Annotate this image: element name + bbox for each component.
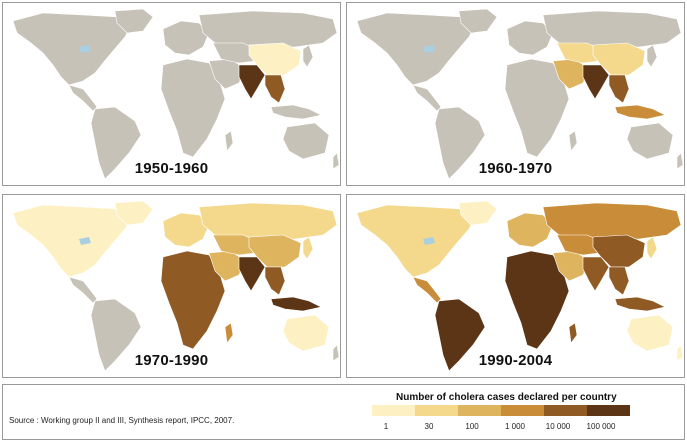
russia (542, 202, 682, 240)
australia (282, 314, 330, 352)
legend-ticks: 1 30 100 1 000 10 000 100 000 (372, 422, 672, 434)
period-label: 1960-1970 (478, 160, 553, 177)
africa (160, 58, 226, 158)
china (248, 234, 302, 268)
india (238, 64, 266, 100)
south-america (434, 298, 486, 372)
africa (504, 250, 570, 350)
north-america (356, 204, 476, 278)
south-america (90, 298, 142, 372)
north-america (12, 204, 132, 278)
map-panel-1960-1970: 1960-1970 (346, 2, 685, 186)
russia (198, 202, 338, 240)
australia (626, 314, 674, 352)
map-panel-1970-1990: 1970-1990 (2, 194, 341, 378)
legend-color-scale (372, 405, 630, 416)
legend-title: Number of cholera cases declared per cou… (396, 392, 617, 403)
india (238, 256, 266, 292)
europe (162, 20, 210, 56)
map-panel-1990-2004: 1990-2004 (346, 194, 685, 378)
north-america (12, 12, 132, 86)
world-map-1990-2004 (356, 200, 684, 372)
greenland (114, 200, 154, 226)
indonesia (270, 296, 322, 312)
japan (646, 236, 658, 260)
greenland (458, 200, 498, 226)
south-america (90, 106, 142, 180)
china (592, 42, 646, 76)
southeast-asia (264, 266, 286, 296)
indonesia (270, 104, 322, 120)
legend-tick: 1 000 (504, 422, 526, 431)
central-america (68, 276, 98, 304)
russia (198, 10, 338, 48)
southeast-asia (264, 74, 286, 104)
madagascar (568, 130, 578, 152)
southeast-asia (608, 266, 630, 296)
legend-swatch-2 (415, 405, 458, 416)
world-map-1950-1960 (12, 8, 340, 180)
great-lakes (423, 45, 435, 53)
legend-swatch-6 (587, 405, 630, 416)
greenland (114, 8, 154, 34)
india (582, 256, 610, 292)
legend-swatch-5 (544, 405, 587, 416)
map-panel-1950-1960: 1950-1960 (2, 2, 341, 186)
period-label: 1990-2004 (478, 352, 553, 369)
japan (646, 44, 658, 68)
europe (506, 20, 554, 56)
new-zealand (676, 152, 684, 170)
footer-frame (2, 384, 685, 440)
world-map-1970-1990 (12, 200, 340, 372)
australia (282, 122, 330, 160)
russia (542, 10, 682, 48)
new-zealand (676, 344, 684, 362)
central-america (68, 84, 98, 112)
legend-tick: 1 (383, 422, 389, 431)
legend-tick: 30 (424, 422, 434, 431)
south-america (434, 106, 486, 180)
legend-swatch-4 (501, 405, 544, 416)
central-america (412, 84, 442, 112)
greenland (458, 8, 498, 34)
period-label: 1950-1960 (134, 160, 209, 177)
europe (506, 212, 554, 248)
indonesia (614, 296, 666, 312)
madagascar (224, 322, 234, 344)
madagascar (224, 130, 234, 152)
new-zealand (332, 152, 340, 170)
legend-tick: 10 000 (545, 422, 571, 431)
legend-swatch-1 (372, 405, 415, 416)
great-lakes (79, 237, 91, 245)
great-lakes (79, 45, 91, 53)
china (248, 42, 302, 76)
japan (302, 236, 314, 260)
africa (160, 250, 226, 350)
period-label: 1970-1990 (134, 352, 209, 369)
madagascar (568, 322, 578, 344)
southeast-asia (608, 74, 630, 104)
north-america (356, 12, 476, 86)
europe (162, 212, 210, 248)
australia (626, 122, 674, 160)
legend-tick: 100 (465, 422, 479, 431)
new-zealand (332, 344, 340, 362)
great-lakes (423, 237, 435, 245)
india (582, 64, 610, 100)
central-america (412, 276, 442, 304)
china (592, 234, 646, 268)
source-note: Source : Working group II and III, Synth… (9, 416, 235, 425)
africa (504, 58, 570, 158)
legend-swatch-3 (458, 405, 501, 416)
world-map-1960-1970 (356, 8, 684, 180)
legend-tick: 100 000 (586, 422, 616, 431)
indonesia (614, 104, 666, 120)
japan (302, 44, 314, 68)
